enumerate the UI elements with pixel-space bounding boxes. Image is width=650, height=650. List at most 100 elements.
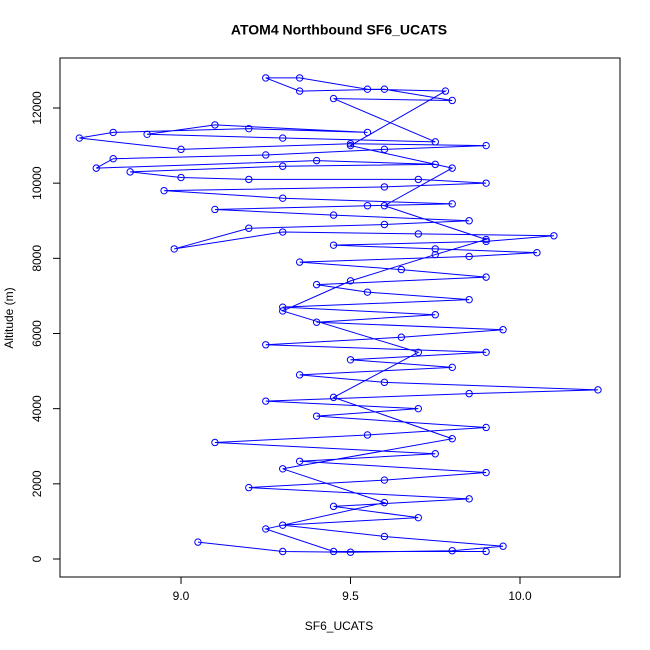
data-point — [160, 186, 168, 195]
data-point — [380, 532, 389, 541]
data-point — [482, 237, 490, 246]
data-point — [482, 235, 490, 244]
data-point — [245, 124, 253, 133]
data-point — [482, 348, 490, 356]
data-point — [194, 538, 202, 546]
y-tick-label: 8000 — [30, 245, 44, 272]
data-point — [177, 145, 185, 154]
chart-title: ATOM4 Northbound SF6_UCATS — [231, 22, 447, 38]
data-point — [279, 162, 287, 170]
data-point — [363, 85, 372, 93]
data-point — [465, 252, 473, 261]
data-point — [346, 277, 355, 285]
data-point — [329, 502, 338, 511]
y-axis-label: Altitude (m) — [2, 287, 16, 348]
data-point — [448, 96, 456, 105]
x-tick-label: 9.0 — [173, 589, 190, 603]
data-line — [79, 77, 598, 553]
data-point — [363, 202, 372, 210]
y-tick-label: 6000 — [30, 320, 44, 347]
data-point — [262, 341, 270, 349]
data-point — [448, 164, 456, 172]
data-point — [329, 241, 338, 249]
data-point — [329, 393, 338, 402]
data-point — [245, 224, 253, 232]
x-tick-label: 9.5 — [342, 589, 359, 603]
data-point — [380, 476, 389, 484]
data-point — [295, 371, 304, 379]
data-point — [482, 468, 490, 477]
data-point — [431, 310, 439, 319]
data-point — [177, 173, 185, 182]
data-point — [482, 423, 490, 432]
y-tick-label: 4000 — [30, 395, 44, 422]
data-point — [329, 94, 338, 103]
data-point — [262, 525, 270, 533]
x-tick-label: 10.0 — [508, 589, 532, 603]
data-point — [143, 130, 151, 138]
data-point — [262, 151, 270, 159]
data-point — [312, 156, 321, 165]
data-point — [211, 438, 219, 447]
data-point — [92, 164, 100, 172]
data-point — [499, 542, 507, 550]
data-point — [245, 483, 253, 492]
data-point — [414, 513, 423, 522]
data-point — [380, 183, 389, 191]
data-point — [397, 265, 406, 274]
data-point — [329, 547, 338, 556]
data-point — [279, 228, 287, 236]
data-point — [329, 211, 338, 219]
data-point — [363, 288, 372, 296]
data-point — [170, 245, 178, 253]
data-point — [346, 548, 355, 556]
data-point — [380, 220, 389, 229]
data-point — [431, 250, 439, 259]
data-point — [126, 168, 134, 176]
data-point — [414, 404, 423, 413]
data-point — [448, 363, 456, 372]
y-tick-label: 0 — [30, 555, 44, 562]
data-point — [482, 273, 490, 281]
data-point — [279, 194, 287, 202]
data-point — [380, 202, 389, 210]
data-point — [109, 155, 117, 163]
data-point — [279, 303, 287, 311]
data-point — [482, 179, 490, 187]
data-point — [448, 547, 456, 555]
data-point — [431, 160, 439, 169]
data-point — [312, 280, 321, 289]
data-point — [75, 134, 84, 142]
y-tick-label: 2000 — [30, 470, 44, 497]
data-point — [109, 128, 117, 137]
data-point — [262, 74, 270, 82]
data-point — [594, 386, 602, 394]
data-point — [279, 465, 287, 473]
data-point — [295, 457, 304, 465]
data-point — [346, 356, 355, 364]
data-point — [262, 397, 270, 405]
data-point — [482, 141, 490, 150]
data-point — [279, 134, 287, 142]
data-point — [295, 87, 304, 95]
plot-frame — [59, 57, 621, 578]
data-point — [380, 378, 389, 387]
data-point — [448, 435, 456, 443]
data-point — [346, 139, 355, 148]
data-point — [482, 547, 490, 556]
data-point — [533, 248, 541, 257]
data-point — [295, 258, 304, 266]
data-point — [414, 175, 423, 184]
data-point — [245, 175, 253, 184]
y-tick-label: 12000 — [30, 91, 44, 125]
data-point — [550, 232, 558, 240]
data-point — [279, 307, 287, 315]
data-point — [414, 230, 423, 238]
data-point — [441, 87, 450, 95]
data-point — [448, 200, 456, 208]
data-point — [346, 141, 355, 150]
data-point — [465, 389, 473, 398]
